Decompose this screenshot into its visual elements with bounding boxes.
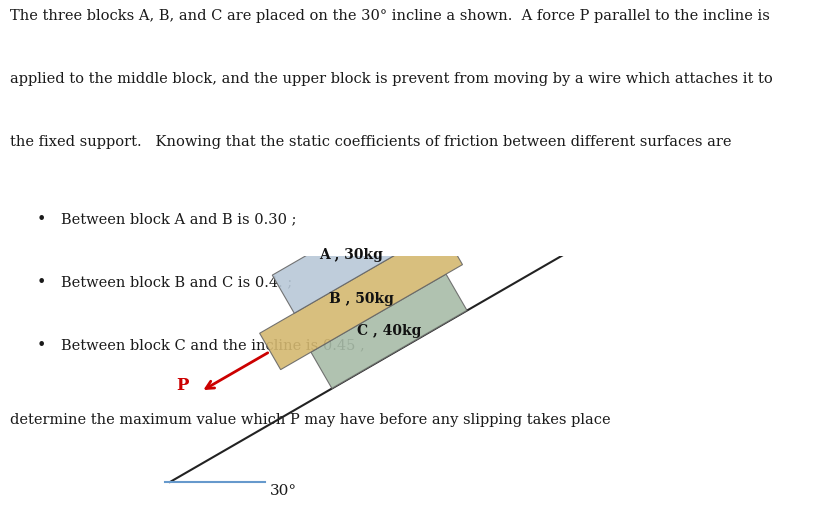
Text: applied to the middle block, and the upper block is prevent from moving by a wir: applied to the middle block, and the upp… <box>10 72 773 86</box>
Polygon shape <box>260 228 462 370</box>
Text: Between block C and the incline is 0.45 ,: Between block C and the incline is 0.45 … <box>61 338 365 352</box>
Text: Between block A and B is 0.30 ;: Between block A and B is 0.30 ; <box>61 212 297 226</box>
Text: C , 40kg: C , 40kg <box>357 324 422 338</box>
Text: •: • <box>37 275 46 290</box>
Polygon shape <box>272 197 430 313</box>
Text: determine the maximum value which P may have before any slipping takes place: determine the maximum value which P may … <box>10 413 610 427</box>
Text: B , 50kg: B , 50kg <box>328 292 394 306</box>
Polygon shape <box>311 274 467 389</box>
Text: P: P <box>176 377 189 394</box>
Text: The three blocks A, B, and C are placed on the 30° incline a shown.  A force P p: The three blocks A, B, and C are placed … <box>10 9 770 23</box>
Text: 30°: 30° <box>270 484 297 498</box>
Text: A , 30kg: A , 30kg <box>319 248 382 262</box>
Text: •: • <box>37 338 46 353</box>
Text: Between block B and C is 0.4. ;: Between block B and C is 0.4. ; <box>61 275 292 289</box>
Text: the fixed support.   Knowing that the static coefficients of friction between di: the fixed support. Knowing that the stat… <box>10 135 731 149</box>
Text: •: • <box>37 212 46 227</box>
